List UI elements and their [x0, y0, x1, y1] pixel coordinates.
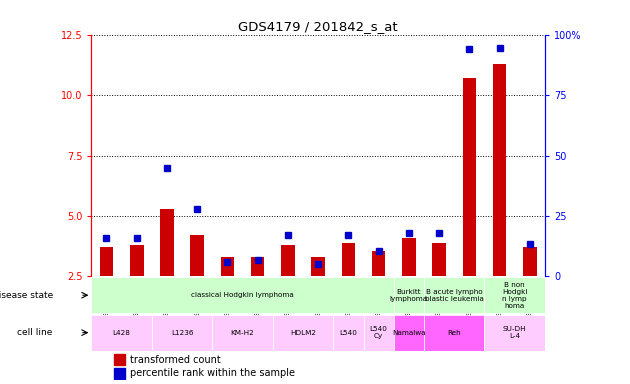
Text: percentile rank within the sample: percentile rank within the sample: [130, 368, 295, 378]
Bar: [394, 314, 424, 351]
Title: GDS4179 / 201842_s_at: GDS4179 / 201842_s_at: [238, 20, 398, 33]
Text: B non
Hodgki
n lymp
homa: B non Hodgki n lymp homa: [502, 282, 527, 309]
Bar: [251, 257, 265, 276]
Bar: [424, 277, 484, 313]
Text: L540: L540: [340, 329, 357, 336]
Bar: [152, 314, 212, 351]
Text: SU-DH
L-4: SU-DH L-4: [503, 326, 527, 339]
Text: Namalwa: Namalwa: [392, 329, 426, 336]
Bar: [493, 64, 507, 276]
Text: cell line: cell line: [18, 328, 53, 337]
Bar: [91, 314, 152, 351]
Text: L428: L428: [113, 329, 130, 336]
Bar: [273, 314, 333, 351]
Bar: [220, 257, 234, 276]
Bar: [394, 277, 424, 313]
Bar: [402, 238, 416, 276]
Text: B acute lympho
blastic leukemia: B acute lympho blastic leukemia: [425, 289, 484, 302]
Bar: [160, 209, 174, 276]
Bar: [190, 235, 204, 276]
Text: L540
Cy: L540 Cy: [370, 326, 387, 339]
Bar: [364, 314, 394, 351]
Text: transformed count: transformed count: [130, 355, 220, 365]
Bar: [130, 245, 144, 276]
Bar: [212, 314, 273, 351]
Bar: [341, 243, 355, 276]
Text: classical Hodgkin lymphoma: classical Hodgkin lymphoma: [191, 292, 294, 298]
Text: disease state: disease state: [0, 291, 53, 300]
Bar: [100, 247, 113, 276]
Bar: [333, 314, 364, 351]
Bar: [484, 277, 545, 313]
Bar: [372, 251, 386, 276]
Text: HDLM2: HDLM2: [290, 329, 316, 336]
Bar: [424, 314, 484, 351]
Bar: [432, 243, 446, 276]
Bar: [114, 354, 125, 365]
Bar: [311, 257, 325, 276]
Text: KM-H2: KM-H2: [231, 329, 255, 336]
Text: Burkitt
lymphoma: Burkitt lymphoma: [390, 289, 428, 302]
Bar: [281, 245, 295, 276]
Bar: [114, 368, 125, 379]
Text: L1236: L1236: [171, 329, 193, 336]
Bar: [523, 247, 537, 276]
Bar: [484, 314, 545, 351]
Bar: [91, 277, 394, 313]
Text: Reh: Reh: [447, 329, 461, 336]
Bar: [462, 78, 476, 276]
